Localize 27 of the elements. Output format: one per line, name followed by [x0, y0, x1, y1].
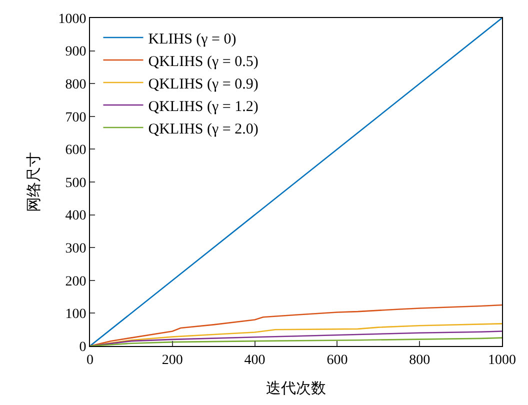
- legend-label: QKLIHS (γ = 1.2): [148, 98, 258, 115]
- x-tick-label: 800: [409, 352, 430, 368]
- legend-label: QKLIHS (γ = 0.5): [148, 54, 258, 70]
- y-tick-label: 1000: [58, 12, 86, 27]
- y-tick-label: 900: [65, 44, 86, 60]
- y-tick-label: 100: [65, 307, 86, 322]
- line-series: [90, 323, 502, 346]
- legend-label: QKLIHS (γ = 2.0): [148, 121, 258, 138]
- line-series: [90, 330, 502, 346]
- x-axis-title: 迭代次数: [266, 380, 326, 397]
- x-tick-label: 600: [326, 352, 348, 368]
- x-tick-label: 1000: [488, 352, 516, 368]
- y-tick-label: 300: [65, 242, 86, 256]
- y-tick-label: 0: [79, 340, 86, 355]
- legend-label: QKLIHS (γ = 0.9): [148, 76, 258, 92]
- y-tick-label: 700: [65, 110, 86, 126]
- x-tick-label: 200: [162, 352, 183, 368]
- y-tick-label: 800: [65, 78, 86, 92]
- y-tick-label: 200: [65, 274, 86, 290]
- y-tick-label: 500: [65, 176, 86, 191]
- legend-label: KLIHS (γ = 0): [148, 31, 236, 48]
- y-axis-title: 网络尺寸: [25, 152, 42, 212]
- line-series: [90, 337, 502, 346]
- y-tick-label: 400: [65, 208, 86, 224]
- y-tick-label: 600: [65, 143, 86, 158]
- line-series: [90, 304, 502, 346]
- x-tick-label: 400: [244, 352, 266, 368]
